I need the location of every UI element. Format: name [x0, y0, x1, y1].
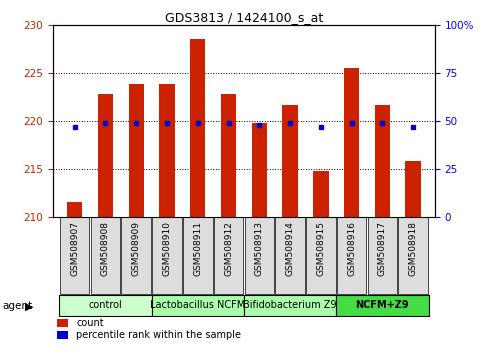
Text: Lactobacillus NCFM: Lactobacillus NCFM — [150, 300, 245, 310]
Bar — [190, 39, 205, 217]
FancyBboxPatch shape — [152, 295, 244, 316]
Bar — [128, 84, 144, 217]
Bar — [57, 331, 69, 339]
FancyBboxPatch shape — [275, 217, 305, 294]
Text: agent: agent — [2, 301, 32, 311]
Text: control: control — [88, 300, 122, 310]
Text: GSM508907: GSM508907 — [70, 221, 79, 276]
Title: GDS3813 / 1424100_s_at: GDS3813 / 1424100_s_at — [165, 11, 323, 24]
Bar — [344, 68, 359, 217]
Bar — [375, 104, 390, 217]
FancyBboxPatch shape — [244, 295, 336, 316]
Text: GSM508911: GSM508911 — [193, 221, 202, 276]
Text: GSM508917: GSM508917 — [378, 221, 387, 276]
FancyBboxPatch shape — [60, 217, 89, 294]
Bar — [221, 94, 236, 217]
Text: percentile rank within the sample: percentile rank within the sample — [76, 330, 241, 340]
Bar — [313, 171, 328, 217]
Bar — [405, 161, 421, 217]
Bar — [252, 123, 267, 217]
Bar — [67, 202, 83, 217]
Text: ▶: ▶ — [25, 301, 34, 311]
Bar — [98, 94, 113, 217]
Text: count: count — [76, 318, 104, 328]
Bar — [283, 104, 298, 217]
Text: NCFM+Z9: NCFM+Z9 — [355, 300, 409, 310]
FancyBboxPatch shape — [91, 217, 120, 294]
FancyBboxPatch shape — [337, 217, 367, 294]
FancyBboxPatch shape — [336, 295, 428, 316]
Text: GSM508910: GSM508910 — [162, 221, 171, 276]
FancyBboxPatch shape — [59, 295, 152, 316]
Bar — [159, 84, 175, 217]
Text: GSM508916: GSM508916 — [347, 221, 356, 276]
Text: GSM508912: GSM508912 — [224, 221, 233, 276]
Text: GSM508908: GSM508908 — [101, 221, 110, 276]
FancyBboxPatch shape — [244, 217, 274, 294]
FancyBboxPatch shape — [214, 217, 243, 294]
Text: GSM508913: GSM508913 — [255, 221, 264, 276]
Text: GSM508915: GSM508915 — [316, 221, 326, 276]
Bar — [57, 319, 69, 327]
FancyBboxPatch shape — [121, 217, 151, 294]
FancyBboxPatch shape — [398, 217, 428, 294]
Text: GSM508918: GSM508918 — [409, 221, 418, 276]
FancyBboxPatch shape — [368, 217, 397, 294]
FancyBboxPatch shape — [306, 217, 336, 294]
Text: GSM508909: GSM508909 — [132, 221, 141, 276]
Text: Bifidobacterium Z9: Bifidobacterium Z9 — [243, 300, 337, 310]
Text: GSM508914: GSM508914 — [285, 221, 295, 276]
FancyBboxPatch shape — [183, 217, 213, 294]
FancyBboxPatch shape — [152, 217, 182, 294]
